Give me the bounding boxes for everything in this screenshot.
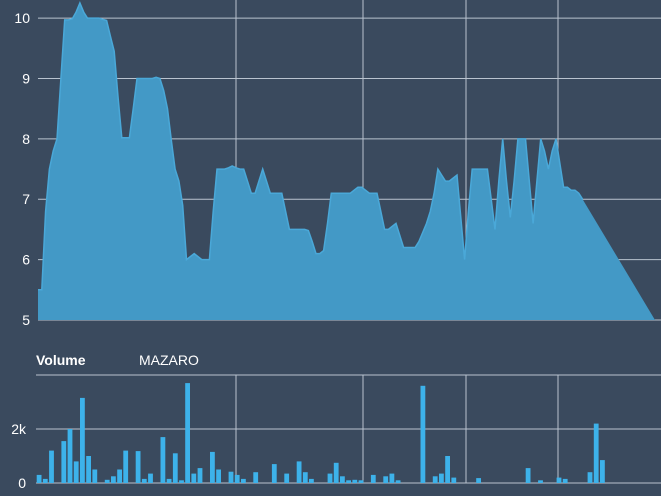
volume-bar-84[interactable] [556, 477, 562, 483]
volume-bar-24[interactable] [185, 383, 190, 483]
volume-bar-89[interactable] [587, 472, 593, 483]
volume-bar-33[interactable] [241, 478, 246, 483]
volume-bar-35[interactable] [253, 472, 259, 483]
volume-bar-0[interactable] [36, 474, 42, 483]
volume-bars [36, 383, 605, 484]
volume-y-tick-2k: 2k [11, 421, 27, 437]
volume-bar-49[interactable] [340, 476, 345, 484]
volume-bar-20[interactable] [160, 437, 166, 483]
volume-bar-91[interactable] [600, 460, 605, 483]
volume-bar-47[interactable] [327, 473, 333, 483]
volume-bar-54[interactable] [370, 474, 376, 483]
volume-bar-79[interactable] [525, 468, 531, 483]
volume-bar-6[interactable] [73, 461, 79, 483]
price-y-tick-10: 10 [14, 10, 30, 26]
price-y-tick-9: 9 [22, 70, 30, 86]
volume-bar-85[interactable] [562, 478, 568, 483]
volume-legend-title: Volume [36, 352, 86, 368]
volume-bar-90[interactable] [593, 423, 599, 483]
volume-bar-1[interactable] [42, 478, 48, 483]
volume-bar-26[interactable] [197, 468, 203, 483]
volume-bar-81[interactable] [538, 480, 543, 483]
volume-bar-62[interactable] [420, 385, 426, 483]
volume-bar-9[interactable] [92, 469, 98, 484]
volume-y-tick-0: 0 [18, 475, 26, 491]
volume-bar-32[interactable] [234, 474, 240, 483]
volume-bar-18[interactable] [148, 473, 153, 483]
volume-bar-44[interactable] [309, 478, 314, 483]
volume-bar-67[interactable] [451, 477, 457, 483]
volume-bar-7[interactable] [80, 397, 85, 483]
price-y-tick-6: 6 [22, 252, 30, 268]
volume-bar-64[interactable] [432, 476, 438, 484]
price-y-tick-7: 7 [22, 191, 30, 207]
price-panel: 5 6 7 8 9 10 [14, 0, 661, 328]
price-area-fill [38, 3, 655, 320]
volume-bar-48[interactable] [333, 462, 339, 484]
volume-bar-66[interactable] [445, 456, 450, 483]
volume-bar-11[interactable] [104, 479, 110, 483]
volume-bar-57[interactable] [389, 473, 395, 483]
price-y-tick-5: 5 [22, 312, 30, 328]
volume-bar-25[interactable] [191, 473, 197, 483]
price-area-line [38, 1, 584, 291]
volume-bar-16[interactable] [135, 451, 141, 483]
volume-bar-56[interactable] [383, 476, 389, 484]
volume-bar-52[interactable] [358, 480, 364, 483]
volume-bar-2[interactable] [49, 450, 54, 483]
volume-bar-51[interactable] [352, 479, 358, 483]
volume-bar-40[interactable] [284, 473, 290, 483]
volume-bar-21[interactable] [166, 478, 172, 483]
volume-bar-4[interactable] [61, 441, 67, 483]
price-y-tick-8: 8 [22, 131, 30, 147]
volume-bar-23[interactable] [179, 480, 184, 483]
volume-legend-series-mazaro[interactable]: MAZARO [139, 352, 199, 368]
volume-bar-42[interactable] [296, 461, 302, 483]
volume-bar-58[interactable] [395, 480, 401, 483]
volume-bar-12[interactable] [111, 476, 116, 484]
volume-bar-17[interactable] [141, 478, 147, 483]
volume-bar-50[interactable] [346, 480, 351, 483]
volume-bar-29[interactable] [216, 469, 221, 484]
volume-bar-38[interactable] [271, 464, 277, 483]
volume-panel: Volume MAZARO 0 2k [11, 352, 661, 491]
volume-bar-5[interactable] [67, 429, 73, 483]
volume-bar-65[interactable] [439, 473, 444, 483]
volume-bar-13[interactable] [117, 469, 122, 484]
volume-bar-28[interactable] [210, 451, 215, 483]
volume-bar-22[interactable] [172, 453, 178, 483]
price-y-axis: 5 6 7 8 9 10 [14, 10, 30, 328]
volume-bar-31[interactable] [228, 471, 234, 483]
volume-bar-71[interactable] [476, 478, 481, 483]
volume-y-axis: 0 2k [11, 421, 27, 491]
volume-legend: Volume MAZARO [36, 352, 199, 368]
volume-bar-8[interactable] [86, 456, 91, 483]
volume-bar-43[interactable] [302, 472, 308, 483]
volume-bar-14[interactable] [123, 450, 129, 483]
